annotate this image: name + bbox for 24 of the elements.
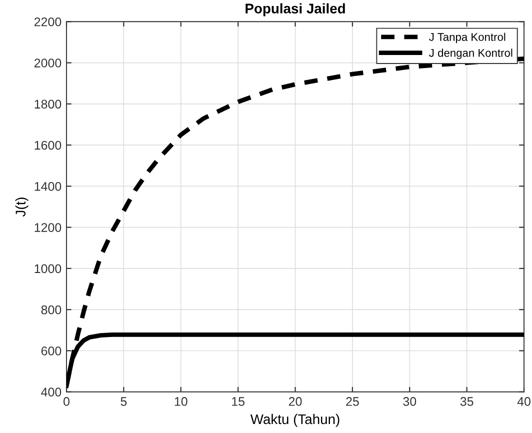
chart-title: Populasi Jailed (246, 3, 345, 16)
y-tick-label: 1000 (34, 264, 62, 274)
y-tick-label: 600 (41, 346, 62, 356)
x-tick-label: 35 (460, 397, 474, 406)
y-tick-label: 1200 (34, 223, 62, 232)
x-axis-title: Waktu (Tahun) (250, 414, 340, 427)
y-tick-label: 1600 (34, 140, 62, 150)
x-tick-label: 25 (346, 397, 359, 406)
x-tick-label: 10 (174, 397, 188, 406)
y-tick-label: 2200 (34, 17, 62, 26)
y-tick-label: 400 (41, 388, 62, 397)
y-axis-title: J(t) (15, 198, 28, 217)
x-tick-label: 40 (517, 397, 530, 406)
legend-label: J Tanpa Kontrol (429, 32, 506, 44)
x-tick-label: 30 (403, 397, 416, 406)
x-tick-label: 20 (288, 397, 302, 406)
x-tick-label: 5 (120, 397, 127, 406)
x-tick-label: 0 (64, 397, 70, 406)
y-tick-label: 1400 (34, 182, 62, 191)
legend-label: J dengan Kontrol (429, 48, 512, 60)
x-tick-label: 15 (232, 397, 244, 406)
y-tick-label: 800 (41, 305, 62, 314)
y-tick-label: 1800 (34, 100, 62, 109)
y-tick-label: 2000 (34, 58, 62, 68)
